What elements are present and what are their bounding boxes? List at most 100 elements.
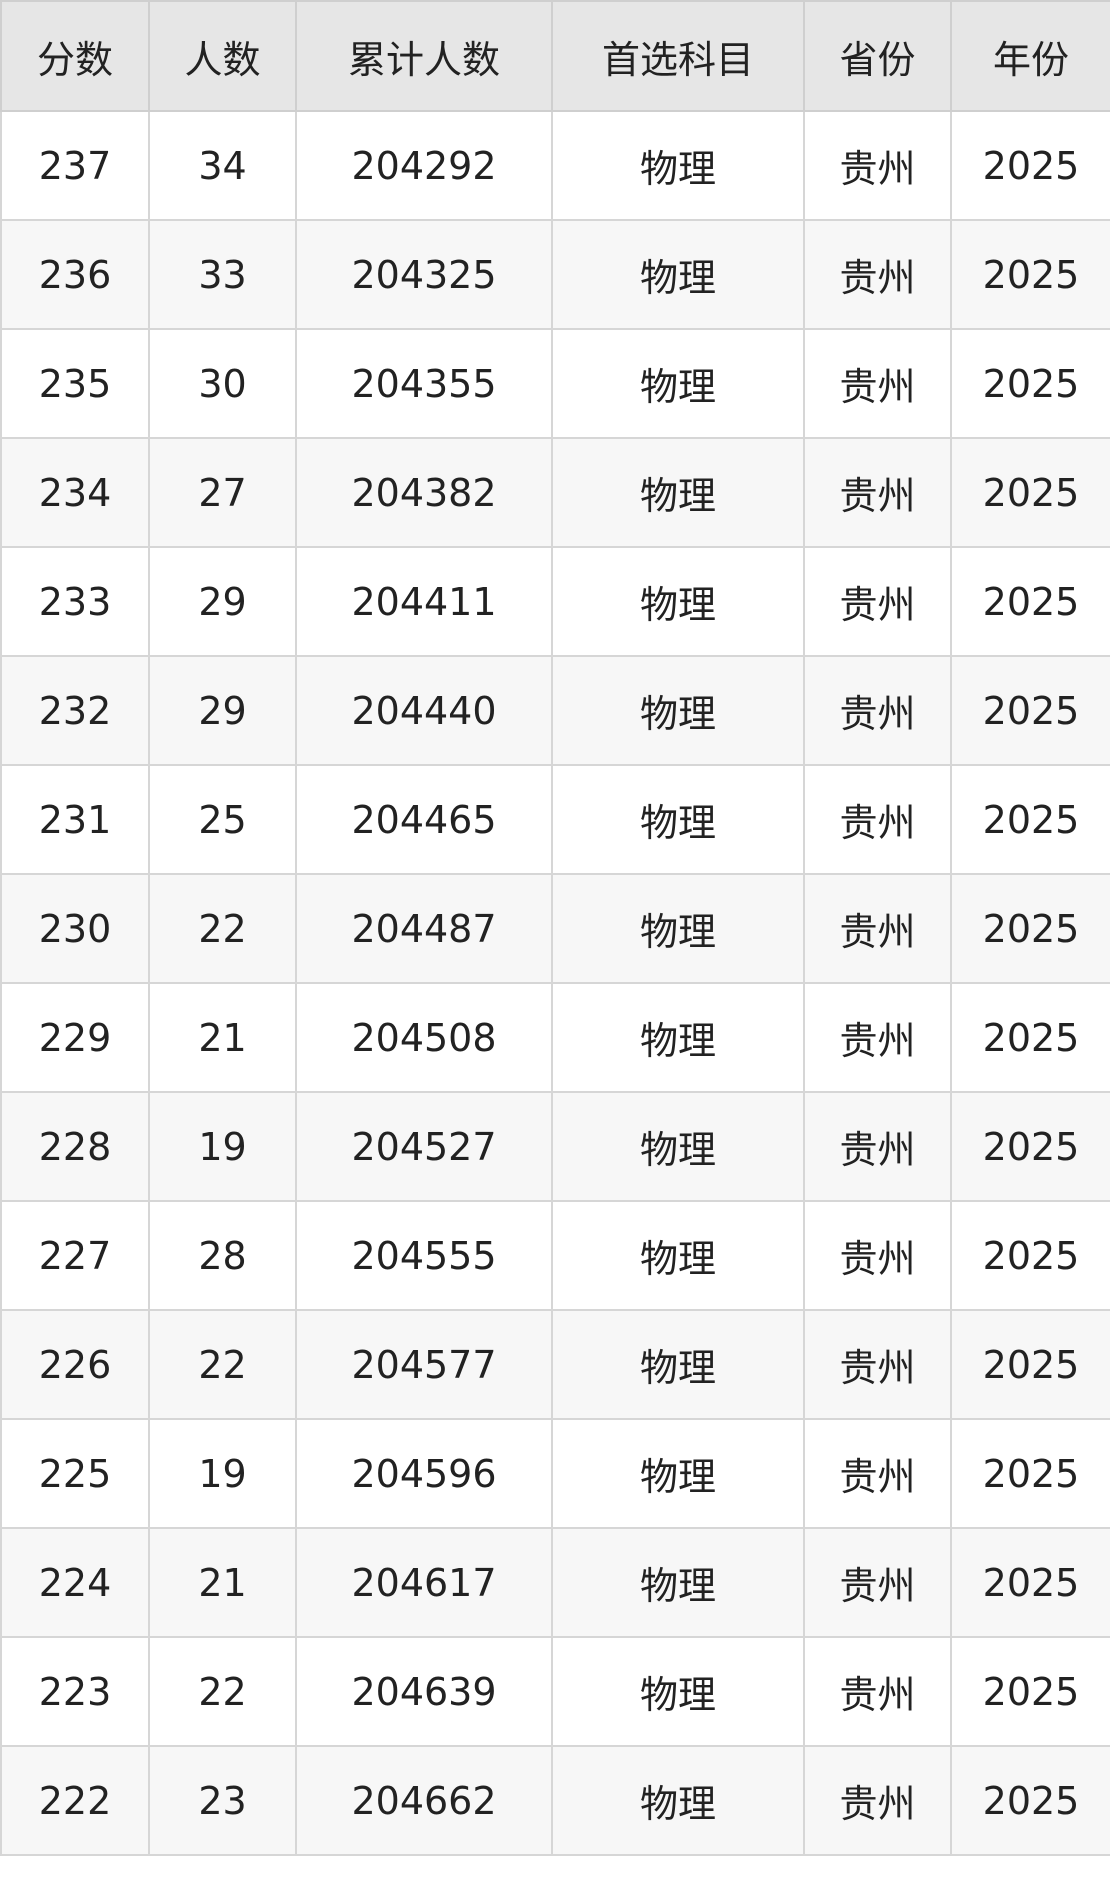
cell-cumulative-count: 204577 [295, 1309, 553, 1420]
cell-primary-subject: 物理 [551, 982, 805, 1093]
table-row: 225 19 204596 物理 贵州 2025 [0, 1418, 1110, 1529]
cell-province: 贵州 [803, 1418, 952, 1529]
cell-count: 30 [148, 328, 297, 439]
table-row: 224 21 204617 物理 贵州 2025 [0, 1527, 1110, 1638]
cell-year: 2025 [950, 873, 1110, 984]
cell-year: 2025 [950, 1745, 1110, 1856]
table-row: 237 34 204292 物理 贵州 2025 [0, 110, 1110, 221]
cell-count: 28 [148, 1200, 297, 1311]
cell-province: 贵州 [803, 219, 952, 330]
column-header-count: 人数 [148, 0, 297, 112]
cell-primary-subject: 物理 [551, 219, 805, 330]
cell-year: 2025 [950, 110, 1110, 221]
cell-primary-subject: 物理 [551, 437, 805, 548]
cell-province: 贵州 [803, 1200, 952, 1311]
cell-score: 232 [0, 655, 150, 766]
cell-score: 224 [0, 1527, 150, 1638]
cell-year: 2025 [950, 219, 1110, 330]
cell-year: 2025 [950, 1527, 1110, 1638]
cell-primary-subject: 物理 [551, 1309, 805, 1420]
cell-count: 21 [148, 982, 297, 1093]
column-header-score: 分数 [0, 0, 150, 112]
cell-score: 229 [0, 982, 150, 1093]
cell-province: 贵州 [803, 328, 952, 439]
cell-count: 22 [148, 1636, 297, 1747]
cell-cumulative-count: 204527 [295, 1091, 553, 1202]
cell-province: 贵州 [803, 982, 952, 1093]
cell-score: 236 [0, 219, 150, 330]
cell-primary-subject: 物理 [551, 764, 805, 875]
cell-score: 233 [0, 546, 150, 657]
cell-primary-subject: 物理 [551, 1636, 805, 1747]
cell-province: 贵州 [803, 546, 952, 657]
cell-province: 贵州 [803, 1636, 952, 1747]
cell-count: 22 [148, 1309, 297, 1420]
cell-primary-subject: 物理 [551, 1527, 805, 1638]
cell-cumulative-count: 204465 [295, 764, 553, 875]
cell-primary-subject: 物理 [551, 328, 805, 439]
cell-primary-subject: 物理 [551, 873, 805, 984]
cell-score: 226 [0, 1309, 150, 1420]
cell-count: 25 [148, 764, 297, 875]
table-row: 229 21 204508 物理 贵州 2025 [0, 982, 1110, 1093]
cell-cumulative-count: 204617 [295, 1527, 553, 1638]
column-header-cumulative-count: 累计人数 [295, 0, 553, 112]
cell-count: 21 [148, 1527, 297, 1638]
cell-province: 贵州 [803, 873, 952, 984]
cell-cumulative-count: 204411 [295, 546, 553, 657]
table-header-row: 分数 人数 累计人数 首选科目 省份 年份 [0, 0, 1110, 112]
cell-score: 235 [0, 328, 150, 439]
cell-primary-subject: 物理 [551, 110, 805, 221]
table-row: 235 30 204355 物理 贵州 2025 [0, 328, 1110, 439]
cell-score: 227 [0, 1200, 150, 1311]
table-row: 236 33 204325 物理 贵州 2025 [0, 219, 1110, 330]
cell-province: 贵州 [803, 1527, 952, 1638]
cell-primary-subject: 物理 [551, 1091, 805, 1202]
cell-province: 贵州 [803, 655, 952, 766]
cell-primary-subject: 物理 [551, 655, 805, 766]
cell-cumulative-count: 204440 [295, 655, 553, 766]
cell-count: 23 [148, 1745, 297, 1856]
cell-count: 19 [148, 1418, 297, 1529]
table-row: 234 27 204382 物理 贵州 2025 [0, 437, 1110, 548]
cell-year: 2025 [950, 546, 1110, 657]
cell-province: 贵州 [803, 1091, 952, 1202]
cell-score: 222 [0, 1745, 150, 1856]
cell-primary-subject: 物理 [551, 1418, 805, 1529]
cell-cumulative-count: 204325 [295, 219, 553, 330]
column-header-year: 年份 [950, 0, 1110, 112]
cell-cumulative-count: 204355 [295, 328, 553, 439]
table-row: 227 28 204555 物理 贵州 2025 [0, 1200, 1110, 1311]
table-row: 232 29 204440 物理 贵州 2025 [0, 655, 1110, 766]
cell-score: 234 [0, 437, 150, 548]
cell-year: 2025 [950, 1309, 1110, 1420]
cell-province: 贵州 [803, 110, 952, 221]
cell-score: 228 [0, 1091, 150, 1202]
cell-primary-subject: 物理 [551, 546, 805, 657]
cell-year: 2025 [950, 1636, 1110, 1747]
cell-cumulative-count: 204292 [295, 110, 553, 221]
cell-count: 33 [148, 219, 297, 330]
cell-score: 230 [0, 873, 150, 984]
cell-province: 贵州 [803, 437, 952, 548]
cell-year: 2025 [950, 982, 1110, 1093]
cell-count: 19 [148, 1091, 297, 1202]
cell-province: 贵州 [803, 1745, 952, 1856]
cell-count: 27 [148, 437, 297, 548]
cell-score: 225 [0, 1418, 150, 1529]
cell-cumulative-count: 204662 [295, 1745, 553, 1856]
table-row: 226 22 204577 物理 贵州 2025 [0, 1309, 1110, 1420]
cell-count: 34 [148, 110, 297, 221]
cell-cumulative-count: 204596 [295, 1418, 553, 1529]
cell-count: 29 [148, 655, 297, 766]
cell-count: 22 [148, 873, 297, 984]
table-row: 233 29 204411 物理 贵州 2025 [0, 546, 1110, 657]
cell-year: 2025 [950, 1091, 1110, 1202]
cell-year: 2025 [950, 1200, 1110, 1311]
table-row: 222 23 204662 物理 贵州 2025 [0, 1745, 1110, 1856]
table-row: 223 22 204639 物理 贵州 2025 [0, 1636, 1110, 1747]
cell-year: 2025 [950, 655, 1110, 766]
cell-score: 237 [0, 110, 150, 221]
cell-year: 2025 [950, 328, 1110, 439]
